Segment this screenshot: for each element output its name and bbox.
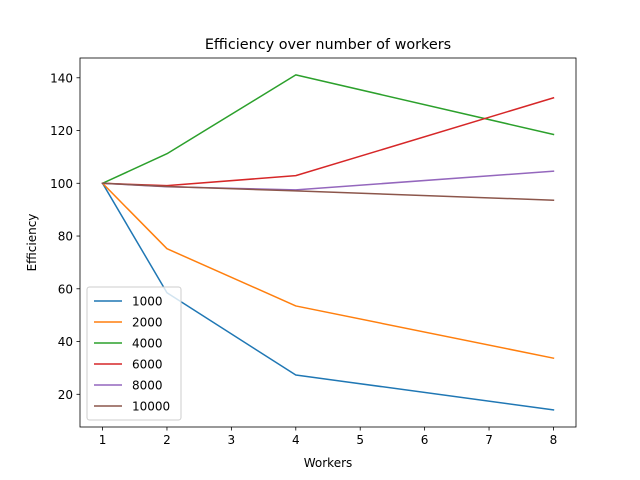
y-tick-label: 100 xyxy=(50,177,73,191)
x-tick-label: 7 xyxy=(485,433,493,447)
x-tick-label: 5 xyxy=(356,433,364,447)
legend-label-2000: 2000 xyxy=(132,316,163,330)
y-tick-label: 120 xyxy=(50,124,73,138)
legend-label-10000: 10000 xyxy=(132,400,170,414)
x-tick-label: 4 xyxy=(292,433,300,447)
x-tick-label: 1 xyxy=(99,433,107,447)
x-tick-label: 8 xyxy=(550,433,558,447)
x-tick-label: 6 xyxy=(421,433,429,447)
legend-label-6000: 6000 xyxy=(132,358,163,372)
y-tick-label: 40 xyxy=(58,335,73,349)
series-line-1000 xyxy=(101,182,555,411)
series-line-4000 xyxy=(101,74,555,185)
y-tick-label: 80 xyxy=(58,230,73,244)
legend: 1000 2000 4000 6000 8000 10000 xyxy=(86,286,182,421)
series-line-2000 xyxy=(101,182,555,360)
y-axis: 20 40 60 80 100 120 140 xyxy=(50,71,80,402)
legend-label-8000: 8000 xyxy=(132,379,163,393)
y-axis-label: Efficiency xyxy=(25,214,39,272)
series-line-10000 xyxy=(101,182,555,201)
x-tick-label: 3 xyxy=(228,433,236,447)
legend-label-4000: 4000 xyxy=(132,337,163,351)
y-tick-label: 60 xyxy=(58,282,73,296)
series-layer xyxy=(101,74,555,411)
legend-box xyxy=(86,286,182,421)
chart-title: Efficiency over number of workers xyxy=(205,37,451,53)
legend-label-1000: 1000 xyxy=(132,295,163,309)
y-tick-label: 20 xyxy=(58,388,73,402)
y-tick-label: 140 xyxy=(50,71,73,85)
plot-frame xyxy=(79,57,577,428)
x-tick-label: 2 xyxy=(163,433,171,447)
x-axis: 1 2 3 4 5 6 7 8 xyxy=(99,427,558,447)
x-axis-label: Workers xyxy=(304,456,353,470)
